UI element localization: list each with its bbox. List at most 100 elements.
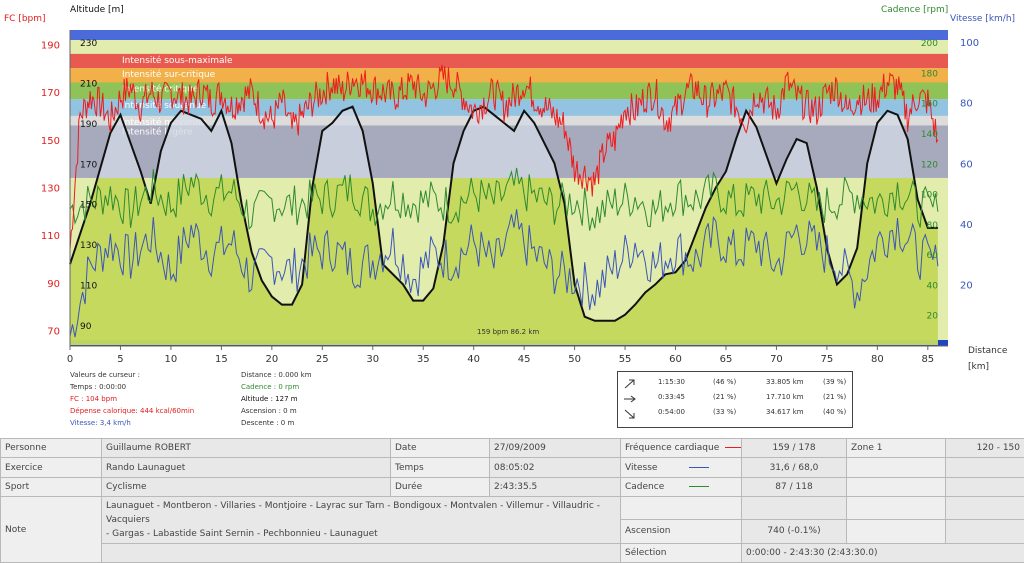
temps-value: 08:05:02 <box>489 457 621 478</box>
slope-up-dist: 33.805 km <box>766 378 804 386</box>
arrow-down-right-icon <box>624 409 635 419</box>
altitude-tick-label: 190 <box>80 120 97 130</box>
cadence-tick-label: 80 <box>927 221 939 231</box>
cursor-values-panel-2: Distance : 0.000 km Cadence : 0 rpm Alti… <box>241 369 312 429</box>
cadence-tick-label: 20 <box>927 312 939 322</box>
session-info-table: Personne Guillaume ROBERT Date 27/09/200… <box>0 437 1024 563</box>
cadence-tick-label: 60 <box>927 251 939 261</box>
speed-tick-label: 20 <box>960 280 973 291</box>
x-tick-label: 60 <box>669 354 682 365</box>
exercice-value: Rando Launaguet <box>101 457 391 478</box>
cursor-time: Temps : 0:00:00 <box>70 383 127 391</box>
altitude-tick-label: 110 <box>80 281 97 291</box>
altitude-tick-label: 130 <box>80 241 97 251</box>
selection-value: 0:00:00 - 2:43:30 (2:43:30.0) <box>741 542 1024 563</box>
cursor-note: 159 bpm 86.2 km <box>477 328 539 336</box>
cursor-distance: Distance : 0.000 km <box>241 371 312 379</box>
cadence-tick-label: 160 <box>921 100 938 110</box>
cadence-legend: Cadence <box>620 476 742 498</box>
slope-flat-dist: 17.710 km <box>766 393 804 401</box>
fc-label: Fréquence cardiaque <box>625 443 720 454</box>
cadence-tick-label: 100 <box>921 191 938 201</box>
x-tick-label: 80 <box>871 354 884 365</box>
altitude-tick-label: 150 <box>80 201 97 211</box>
ascension-value: 740 (-0.1%) <box>741 519 847 544</box>
x-tick-label: 35 <box>417 354 430 365</box>
speed-tick-label: 80 <box>960 99 973 110</box>
cursor-fc: FC : 104 bpm <box>70 395 118 403</box>
fc-legend-line <box>725 447 741 449</box>
vitesse-label: Vitesse <box>625 462 658 473</box>
arrow-up-right-icon <box>624 379 635 389</box>
x-tick-label: 15 <box>215 354 228 365</box>
empty-cell-h <box>945 496 1024 521</box>
altitude-low-area <box>70 177 938 345</box>
personne-label: Personne <box>0 437 102 459</box>
cursor-cadence: Cadence : 0 rpm <box>241 383 300 391</box>
x-tick-label: 30 <box>366 354 379 365</box>
cadence-tick-label: 140 <box>921 130 938 140</box>
distance-unit-label: [km] <box>968 362 989 372</box>
slope-down-dist: 34.617 km <box>766 408 804 416</box>
slope-down-time-pct: (33 %) <box>713 408 737 416</box>
empty-cell-f <box>741 496 847 521</box>
slope-row-down: 0:54:00 (33 %) 34.617 km (40 %) <box>618 408 852 422</box>
zone-label: Intensité moyenne <box>122 117 207 128</box>
cadence-value: 87 / 118 <box>741 476 847 498</box>
sport-label: Sport <box>0 476 102 498</box>
x-tick-label: 20 <box>265 354 278 365</box>
cadence-line <box>69 167 939 231</box>
empty-cell-c <box>846 476 946 498</box>
slope-up-dist-pct: (39 %) <box>823 378 847 386</box>
speed-line <box>69 209 939 338</box>
slope-down-dist-pct: (40 %) <box>823 408 847 416</box>
zone-value: 120 - 150 <box>945 437 1024 459</box>
fc-tick-label: 90 <box>47 279 60 290</box>
speed-tick-label: 60 <box>960 159 973 170</box>
zone-label: Intensité légère <box>122 126 193 137</box>
x-tick-label: 0 <box>67 354 73 365</box>
fc-tick-label: 150 <box>41 136 60 147</box>
note-label: Note <box>0 496 102 563</box>
fc-value: 159 / 178 <box>741 437 847 459</box>
speed-tick-label: 40 <box>960 220 973 231</box>
zone-label: Zone 1 <box>846 437 946 459</box>
arrow-right-icon <box>624 395 636 403</box>
note-line-1: Launaguet - Montberon - Villaries - Mont… <box>106 501 600 526</box>
fc-axis-label: FC [bpm] <box>4 14 46 24</box>
altitude-axis-label: Altitude [m] <box>70 5 124 15</box>
duree-value: 2:43:35.5 <box>489 476 621 498</box>
fc-tick-label: 170 <box>41 88 60 99</box>
fc-tick-label: 110 <box>41 231 60 242</box>
fc-tick-label: 130 <box>41 184 60 195</box>
cursor-descent: Descente : 0 m <box>241 419 295 427</box>
fc-legend: Fréquence cardiaque <box>620 437 742 459</box>
speed-axis-label: Vitesse [km/h] <box>950 14 1015 24</box>
vitesse-legend: Vitesse <box>620 457 742 478</box>
empty-cell-d <box>945 476 1024 498</box>
empty-cell-e <box>620 496 742 521</box>
cadence-label: Cadence <box>625 482 665 493</box>
altitude-tick-label: 230 <box>80 39 97 49</box>
cursor-altitude: Altitude : 127 m <box>241 395 298 403</box>
exercice-label: Exercice <box>0 457 102 478</box>
x-tick-label: 55 <box>619 354 632 365</box>
x-tick-label: 75 <box>821 354 834 365</box>
note-empty-row <box>101 542 621 563</box>
fc-tick-label: 70 <box>47 327 60 338</box>
speed-tick-label: 100 <box>960 38 979 49</box>
zone-label: Intensité sur-critique <box>122 69 216 80</box>
cadence-tick-label: 200 <box>921 39 938 49</box>
cadence-tick-label: 40 <box>927 281 939 291</box>
vitesse-legend-line <box>689 466 710 468</box>
empty-cell-i <box>846 519 946 544</box>
sport-value: Cyclisme <box>101 476 391 498</box>
activity-chart[interactable]: Intensité sous-maximale Intensité sur-cri… <box>0 0 1024 436</box>
vitesse-value: 31,6 / 68,0 <box>741 457 847 478</box>
cursor-speed: Vitesse: 3,4 km/h <box>70 419 131 427</box>
altitude-tick-label: 210 <box>80 80 97 90</box>
cadence-legend-line <box>689 486 710 488</box>
slope-flat-dist-pct: (21 %) <box>823 393 847 401</box>
duree-label: Durée <box>390 476 490 498</box>
zone-band <box>70 115 948 126</box>
